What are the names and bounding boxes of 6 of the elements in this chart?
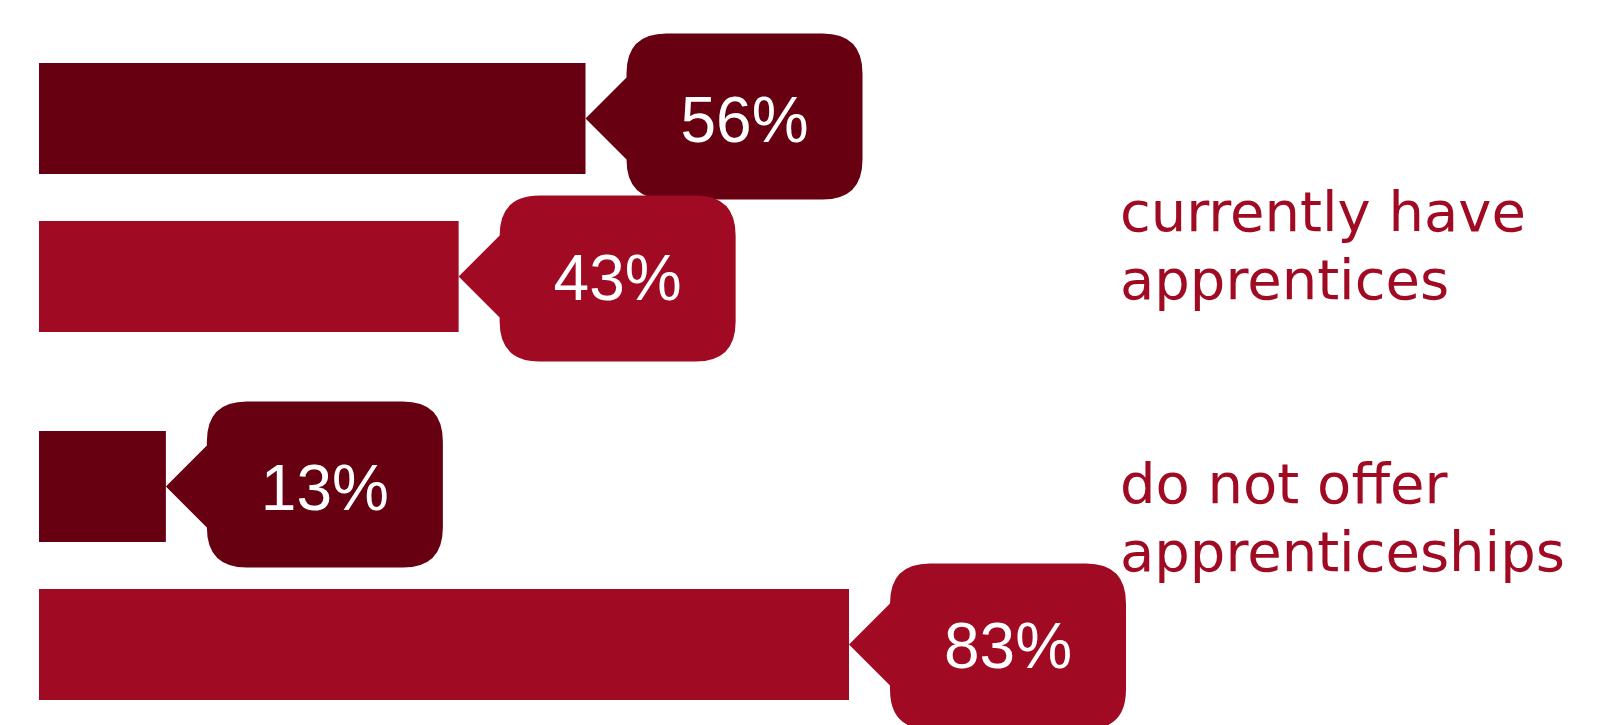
data-label: 43% bbox=[553, 241, 682, 314]
data-label: 56% bbox=[680, 83, 809, 156]
y-tick-label: currently have apprentices bbox=[1120, 179, 1526, 313]
data-label: 83% bbox=[943, 609, 1073, 682]
y-tick-label: do not offer apprenticeships bbox=[1120, 451, 1565, 585]
data-label: 13% bbox=[260, 451, 389, 524]
